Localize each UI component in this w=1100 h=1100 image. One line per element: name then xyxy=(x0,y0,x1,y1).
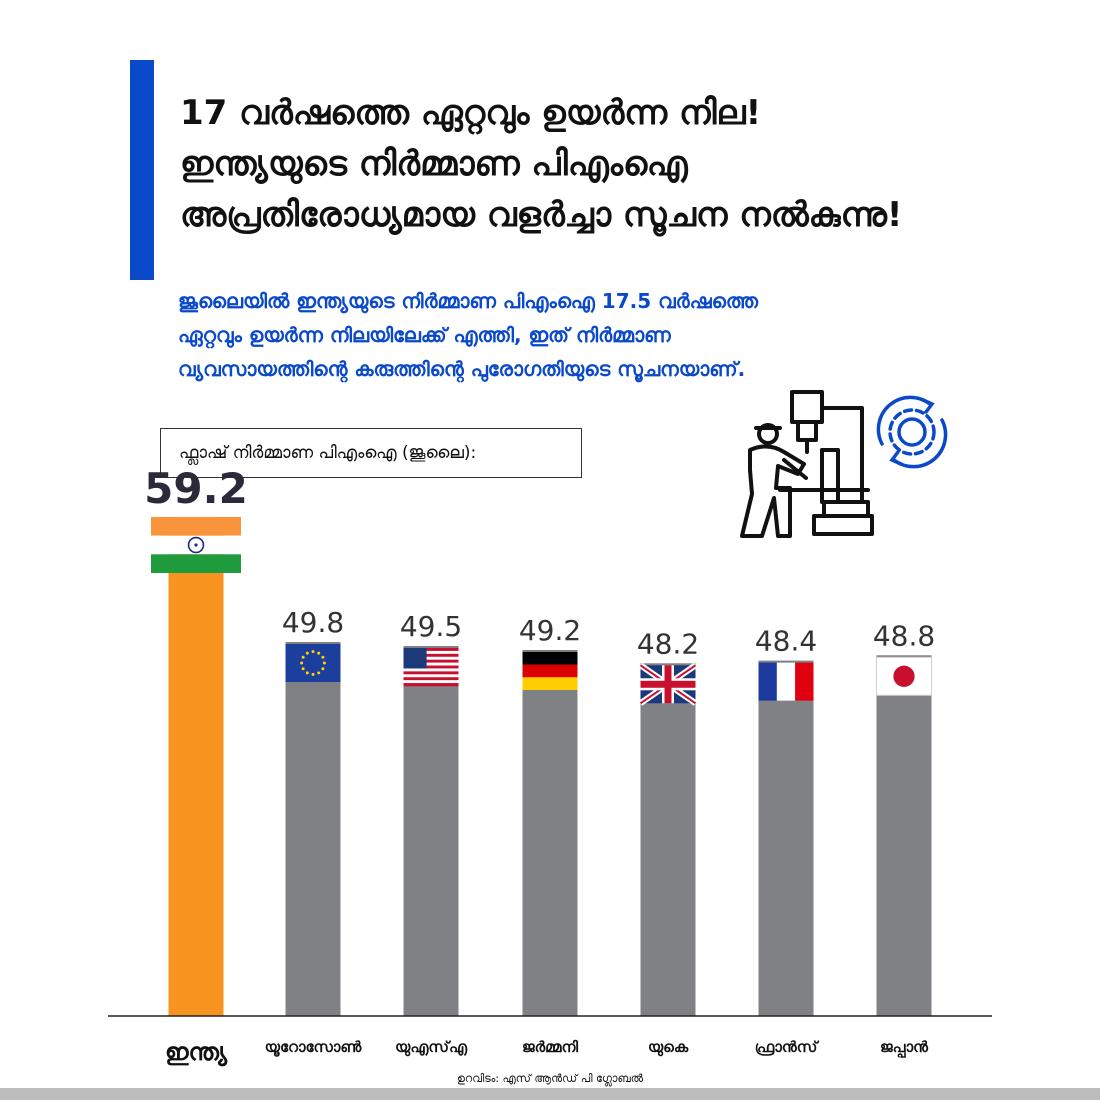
uk-flag-icon xyxy=(638,662,698,706)
chart-label-box: ഫ്ലാഷ് നിർമ്മാണ പിഎംഐ (ജൂലൈ): xyxy=(160,428,582,478)
value-label: 48.2 xyxy=(637,627,699,660)
value-label: 59.2 xyxy=(144,464,248,513)
worker-machine-icon xyxy=(740,390,874,538)
bar xyxy=(403,645,459,1016)
source-note: ഉറവിടം: എസ് ആൻഡ് പി ഗ്ലോബൽ xyxy=(457,1072,644,1087)
footer-strip xyxy=(0,1088,1100,1100)
germany-flag-icon xyxy=(522,651,578,690)
value-label: 48.8 xyxy=(873,619,935,652)
headline-line-3: അപ്രതിരോധ്യമായ വളർച്ചാ സൂചന നൽകുന്നു! xyxy=(180,195,903,235)
value-label: 49.2 xyxy=(519,614,581,647)
france-flag-icon xyxy=(758,662,814,701)
subtitle-line-1: ജൂലൈയിൽ ഇന്ത്യയുടെ നിർമ്മാണ പിഎംഐ 17.5 വ… xyxy=(178,289,758,313)
eurozone-flag-icon xyxy=(285,644,341,682)
bar-group: 59.2 ഇന്ത്യ xyxy=(144,464,248,1067)
category-label: യൂറോസോൺ xyxy=(265,1038,363,1058)
value-label: 49.8 xyxy=(282,606,344,639)
bar-group: 49.8 യൂറോസോൺ xyxy=(265,606,363,1058)
bar xyxy=(876,655,932,1016)
subtitle: ജൂലൈയിൽ ഇന്ത്യയുടെ നിർമ്മാണ പിഎംഐ 17.5 വ… xyxy=(178,284,978,386)
category-label: ഇന്ത്യ xyxy=(165,1038,228,1067)
india-flag-icon xyxy=(151,516,241,573)
value-label: 49.5 xyxy=(400,610,462,643)
gear-cycle-icon xyxy=(876,395,948,469)
bar xyxy=(758,660,814,1016)
value-label: 48.4 xyxy=(755,625,817,658)
subtitle-line-3: വ്യവസായത്തിന്റെ കരുത്തിന്റെ പുരോഗതിയുടെ … xyxy=(178,357,746,381)
category-label: യുഎസ്എ xyxy=(395,1038,468,1057)
subtitle-line-2: ഏറ്റവും ഉയർന്ന നിലയിലേക്ക് എത്തി, ഇത് നി… xyxy=(178,323,671,347)
category-label: യുകെ xyxy=(648,1038,689,1057)
bar xyxy=(522,649,578,1016)
category-label: ജർമ്മനി xyxy=(522,1038,579,1056)
bar xyxy=(168,516,224,1016)
headline-line-1: 17 വർഷത്തെ ഏറ്റവും ഉയർന്ന നില! xyxy=(180,93,762,133)
japan-flag-icon xyxy=(876,656,932,696)
bar xyxy=(285,642,341,1016)
headline: 17 വർഷത്തെ ഏറ്റവും ഉയർന്ന നില! ഇന്ത്യയുട… xyxy=(180,88,1060,241)
category-label: ഫ്രാൻസ് xyxy=(755,1038,820,1056)
category-label: ജപ്പാൻ xyxy=(880,1038,929,1059)
bar-group: 49.5 യുഎസ്എ xyxy=(395,610,468,1057)
bar xyxy=(640,663,696,1016)
manufacturing-illustration xyxy=(740,390,948,538)
usa-flag-icon xyxy=(403,647,459,687)
accent-bar xyxy=(130,60,154,280)
bar-group: 48.2 യുകെ xyxy=(637,627,699,1057)
bar-group: 48.4 ഫ്രാൻസ് xyxy=(755,625,820,1056)
headline-line-2: ഇന്ത്യയുടെ നിർമ്മാണ പിഎംഐ xyxy=(180,144,688,184)
bar-group: 48.8 ജപ്പാൻ xyxy=(873,619,935,1059)
bar-group: 49.2 ജർമ്മനി xyxy=(519,614,581,1056)
